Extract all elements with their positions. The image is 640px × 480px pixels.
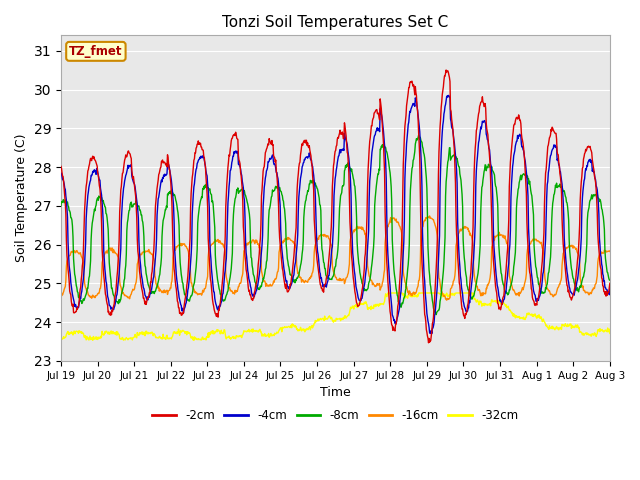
-32cm <box>190 337 198 343</box>
-4cm <box>57 171 65 177</box>
Line: -16cm: -16cm <box>61 216 610 300</box>
-2cm <box>435 171 442 177</box>
-16cm <box>606 249 614 254</box>
-32cm <box>280 325 287 331</box>
-32cm <box>435 290 443 296</box>
-4cm <box>486 154 494 160</box>
-16cm <box>496 231 504 237</box>
-32cm <box>606 331 614 336</box>
-32cm <box>384 290 392 296</box>
-8cm <box>57 203 65 209</box>
Line: -32cm: -32cm <box>61 293 610 340</box>
-2cm <box>606 280 614 286</box>
-16cm <box>299 277 307 283</box>
-8cm <box>496 258 504 264</box>
-4cm <box>113 292 121 298</box>
-8cm <box>279 197 287 203</box>
-4cm <box>435 261 442 266</box>
Title: Tonzi Soil Temperatures Set C: Tonzi Soil Temperatures Set C <box>222 15 449 30</box>
-8cm <box>486 165 494 170</box>
-32cm <box>57 334 65 340</box>
-16cm <box>279 240 287 246</box>
-8cm <box>299 247 307 252</box>
-32cm <box>300 327 307 333</box>
X-axis label: Time: Time <box>320 386 351 399</box>
-2cm <box>496 304 504 310</box>
-8cm <box>415 132 422 138</box>
-2cm <box>113 274 121 280</box>
-8cm <box>606 277 614 283</box>
-16cm <box>57 293 65 299</box>
-2cm <box>486 161 494 167</box>
-4cm <box>279 257 287 263</box>
-2cm <box>57 163 65 169</box>
-16cm <box>113 251 121 257</box>
-8cm <box>433 312 440 317</box>
-8cm <box>113 299 121 305</box>
Y-axis label: Soil Temperature (C): Soil Temperature (C) <box>15 134 28 262</box>
-32cm <box>496 298 504 303</box>
-2cm <box>442 67 450 73</box>
-16cm <box>435 267 442 273</box>
Text: TZ_fmet: TZ_fmet <box>69 45 123 58</box>
Line: -8cm: -8cm <box>61 135 610 314</box>
Line: -4cm: -4cm <box>61 96 610 334</box>
-4cm <box>444 93 452 98</box>
-32cm <box>486 301 494 307</box>
-16cm <box>426 213 433 219</box>
-2cm <box>425 340 433 346</box>
-8cm <box>435 307 443 313</box>
-4cm <box>606 285 614 291</box>
Line: -2cm: -2cm <box>61 70 610 343</box>
-2cm <box>299 143 307 148</box>
-16cm <box>443 297 451 303</box>
Legend: -2cm, -4cm, -8cm, -16cm, -32cm: -2cm, -4cm, -8cm, -16cm, -32cm <box>147 404 524 427</box>
-32cm <box>113 332 121 338</box>
-16cm <box>486 275 494 281</box>
-2cm <box>279 268 287 274</box>
-4cm <box>428 331 436 336</box>
-4cm <box>299 163 307 168</box>
-4cm <box>496 298 504 304</box>
